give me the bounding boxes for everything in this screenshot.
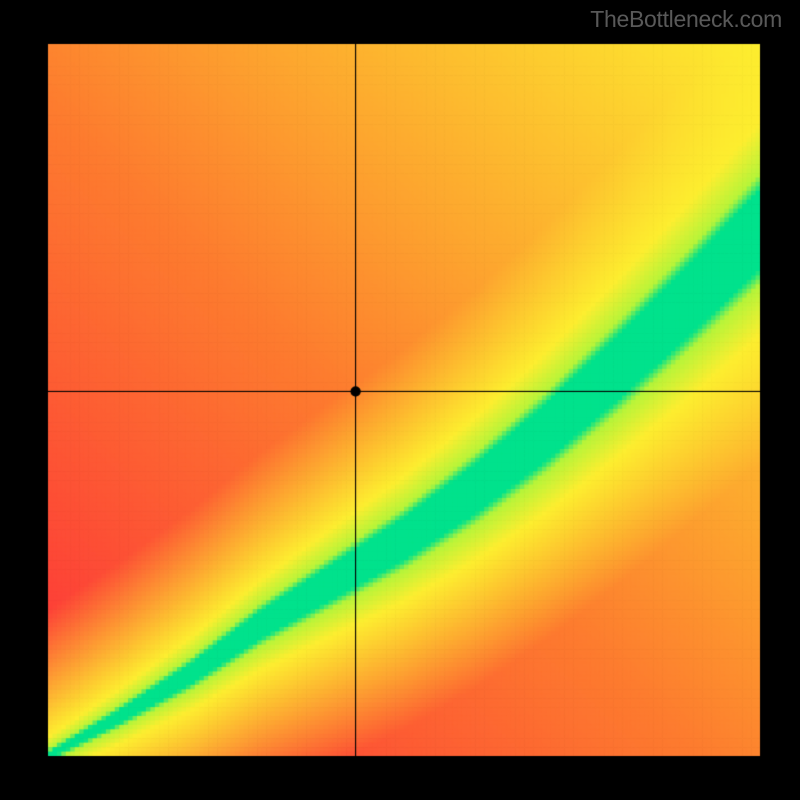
heatmap-canvas	[0, 0, 800, 800]
watermark-text: TheBottleneck.com	[590, 6, 782, 33]
chart-container: TheBottleneck.com	[0, 0, 800, 800]
